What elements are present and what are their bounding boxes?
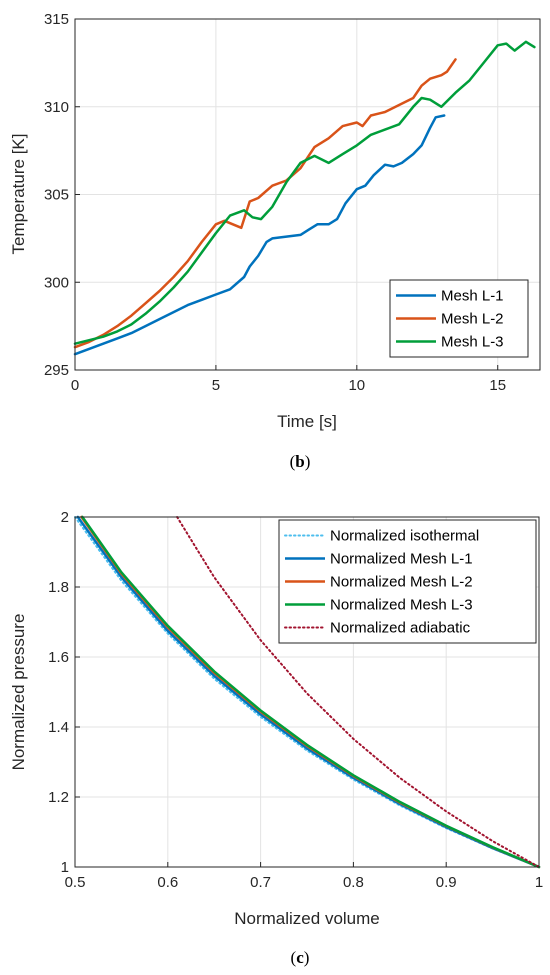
series-layer [74, 515, 541, 869]
y-tick-label: 295 [44, 362, 69, 379]
temperature-chart: 0 5 10 15 295 300 305 310 315 Time [s] Temperatu… [9, 11, 541, 471]
caption-letter: c [296, 948, 304, 967]
legend-label: Mesh L-2 [441, 311, 504, 328]
y-tick-label: 1.2 [48, 789, 69, 806]
series-line-1 [73, 114, 446, 356]
x-tick-label: 0.9 [436, 874, 457, 891]
y-tick-label: 310 [44, 99, 69, 116]
caption-b: (b) [290, 452, 311, 471]
y-tick-label: 305 [44, 187, 69, 204]
y-tick-label: 1.4 [48, 719, 69, 736]
y-axis-label: Temperature [K] [9, 134, 28, 255]
x-axis-label: Normalized volume [234, 909, 380, 928]
y-tick-label: 1.8 [48, 579, 69, 596]
x-tick-label: 10 [348, 377, 365, 394]
ticks: 0.5 0.6 0.7 0.8 0.9 1 1 1.2 1.4 1.6 1.8 2 [48, 509, 543, 891]
series-line-5 [176, 516, 540, 868]
x-tick-label: 15 [489, 377, 506, 394]
legend-label: Mesh L-1 [441, 288, 504, 305]
legend-label: Normalized Mesh L-1 [330, 551, 473, 568]
y-axis-label: Normalized pressure [9, 614, 28, 771]
y-tick-label: 1 [61, 859, 69, 876]
y-tick-label: 1.6 [48, 649, 69, 666]
caption-letter: b [295, 452, 304, 471]
series-layer [73, 40, 536, 356]
legend-label: Normalized Mesh L-3 [330, 597, 473, 614]
y-tick-label: 2 [61, 509, 69, 526]
legend-label: Normalized Mesh L-2 [330, 574, 473, 591]
series-line-2 [73, 58, 457, 349]
x-tick-label: 0.6 [157, 874, 178, 891]
legend-label: Mesh L-3 [441, 334, 504, 351]
legend-label: Normalized isothermal [330, 528, 479, 545]
x-tick-label: 0.5 [65, 874, 86, 891]
ticks: 0 5 10 15 295 300 305 310 315 [44, 11, 506, 394]
x-tick-label: 0.7 [250, 874, 271, 891]
caption-c: (c) [291, 948, 310, 967]
x-tick-label: 0 [71, 377, 79, 394]
series-line-3 [73, 40, 536, 345]
pressure-volume-chart: 0.5 0.6 0.7 0.8 0.9 1 1 1.2 1.4 1.6 1.8 2 Normalize… [9, 509, 543, 967]
x-tick-label: 1 [535, 874, 543, 891]
x-tick-label: 0.8 [343, 874, 364, 891]
x-tick-label: 5 [212, 377, 220, 394]
y-tick-label: 300 [44, 274, 69, 291]
legend: Mesh L-1 Mesh L-2 Mesh L-3 [389, 279, 529, 358]
legend-label: Normalized adiabatic [330, 620, 471, 637]
series-line-4 [81, 515, 541, 869]
x-axis-label: Time [s] [277, 412, 337, 431]
legend: Normalized isothermal Normalized Mesh L-1… [278, 519, 537, 644]
axes-box [74, 516, 540, 868]
y-tick-label: 315 [44, 11, 69, 28]
